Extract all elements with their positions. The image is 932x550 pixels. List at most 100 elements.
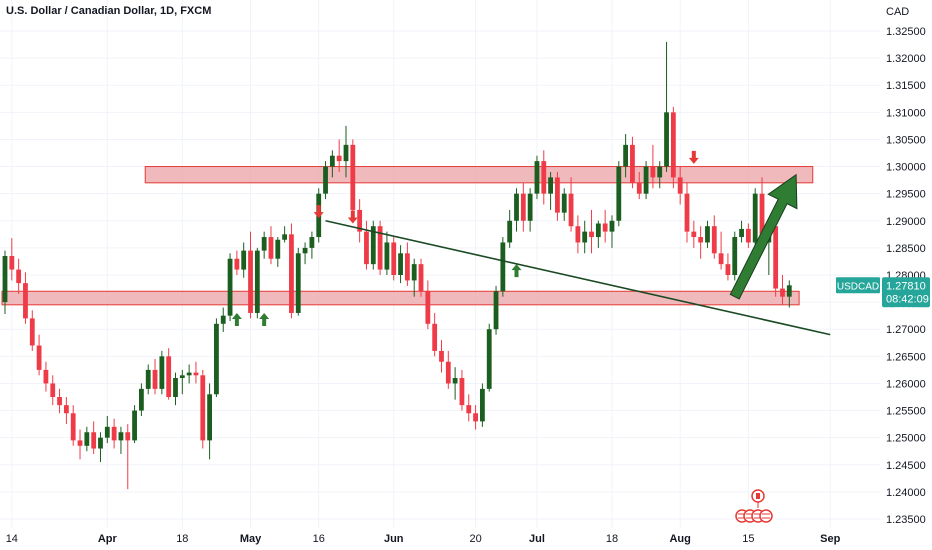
candle-body [364,231,369,265]
down-arrow-icon [347,210,358,224]
down-arrow-icon [688,150,699,164]
candle [241,242,247,278]
candle-body [773,226,779,289]
price-tick-label: 1.32000 [886,53,926,65]
candle [786,280,792,308]
candle-body [609,220,615,232]
candle [139,383,144,416]
candle [302,242,308,265]
time-tick-label: 18 [606,533,618,545]
candle-body [329,155,335,167]
candle [282,226,288,243]
candle-body [691,231,697,238]
candle [459,369,465,411]
candle-body [459,378,465,406]
price-tick-label: 1.26500 [886,351,926,363]
candle [541,150,547,205]
partial-price-label: 1.27580 [886,305,919,315]
candles [2,41,792,490]
candle [691,220,697,248]
flag-circle [759,509,773,523]
candle-body [220,315,226,324]
candle-body [595,223,601,238]
candle [220,307,226,332]
canada-flag-icon[interactable] [751,489,765,503]
candle-body [650,166,656,178]
candle-body [548,177,553,194]
candle [555,171,560,221]
candle-body [684,193,690,232]
candle-body [527,193,533,221]
up-arrow-icon [259,312,270,326]
candle [16,258,22,294]
candle-body [664,112,669,167]
candle-body [480,388,485,422]
candle-body [132,410,137,441]
candle [261,231,267,259]
candle [234,250,240,275]
trendline [325,219,831,336]
candle [718,231,724,270]
candle-body [50,383,56,397]
candle-body [391,242,397,275]
candle-body [104,426,110,438]
candle [452,367,458,400]
time-axis[interactable]: 14 Apr 18 May 16 Jun 20 Jul 18 Aug 15 Sep [6,533,841,545]
candle [295,247,301,316]
candle-body [411,264,417,281]
event-icons[interactable] [735,489,773,523]
candle [9,238,15,281]
price-tick-label: 1.24000 [886,487,926,499]
candle [636,171,642,200]
candle-body [561,193,567,213]
candle [745,223,751,248]
price-tick-label: 1.31500 [886,80,926,92]
candle [752,188,758,248]
candle-body [514,193,519,221]
candle-body [295,253,301,313]
candle [104,415,110,444]
candle [377,220,383,275]
candle-body [234,258,240,270]
candle-body [63,405,69,414]
candle [63,397,69,425]
candle [657,161,663,189]
price-tick-label: 1.32500 [886,26,926,38]
candle [684,182,690,243]
candle-body [186,372,192,376]
candle [166,348,172,400]
candle [739,220,744,243]
price-tick-label: 1.29500 [886,189,926,201]
candle [384,231,390,275]
price-axis[interactable]: CAD 1.32500 1.32000 1.31500 1.31000 1.30500 1… [886,6,926,526]
time-tick-label: 18 [176,533,188,545]
time-tick-label: Apr [98,533,118,545]
candle [145,364,151,395]
candle [357,199,363,243]
candle [227,253,233,322]
candle [643,161,649,200]
candle [391,237,397,281]
candle-body [166,356,172,397]
time-tick-label: Sep [820,533,840,545]
candle [418,258,424,297]
price-tick-label: 1.23500 [886,514,926,526]
candle [207,383,212,460]
candle [289,223,294,319]
candle [500,237,506,297]
candle [493,285,499,335]
usa-flags-icon[interactable] [735,509,773,523]
candle [193,361,199,384]
candle [43,361,49,392]
candle-body [486,329,492,389]
candle [323,161,328,200]
candle-body [16,269,22,284]
candle [398,245,403,284]
candle-body [466,405,472,414]
candle-body [520,193,526,221]
candle-body [289,234,294,313]
candle-body [70,413,76,441]
candle-body [732,237,738,275]
candle-body [261,237,267,251]
